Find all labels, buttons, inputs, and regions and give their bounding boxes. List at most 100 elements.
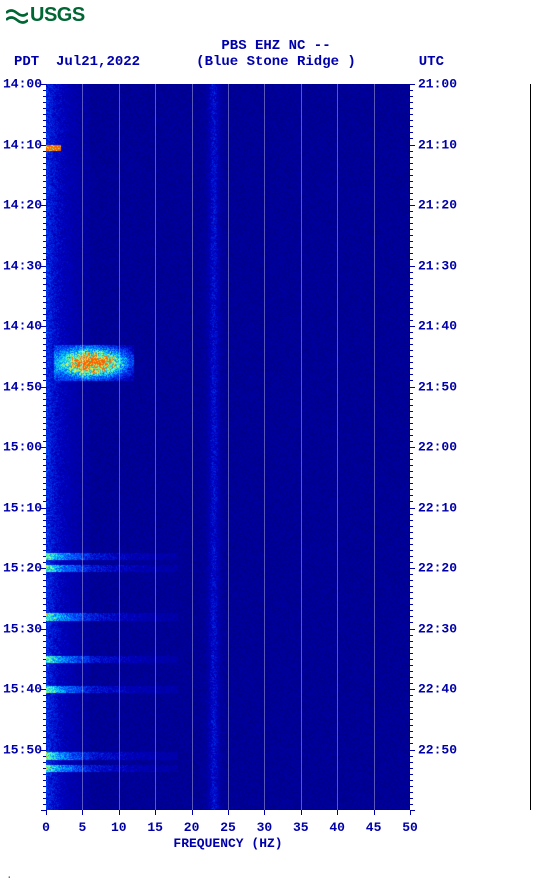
y-axis-left-label: 14:40	[3, 319, 42, 334]
y-tick-left	[43, 374, 46, 375]
y-tick-left	[43, 665, 46, 666]
y-tick-right	[410, 641, 413, 642]
y-tick-right	[410, 731, 413, 732]
y-tick-right	[410, 538, 413, 539]
y-tick-left	[41, 326, 46, 327]
y-tick-right	[410, 701, 413, 702]
y-tick-right	[410, 780, 413, 781]
y-tick-right	[410, 380, 413, 381]
y-tick-right	[410, 562, 413, 563]
y-tick-right	[410, 229, 413, 230]
y-tick-left	[43, 132, 46, 133]
y-tick-right	[410, 477, 413, 478]
y-tick-right	[410, 223, 413, 224]
y-tick-right	[410, 447, 415, 448]
y-tick-right	[410, 792, 413, 793]
y-axis-right-label: 21:40	[418, 319, 457, 334]
y-tick-right	[410, 151, 413, 152]
y-tick-left	[43, 635, 46, 636]
y-tick-left	[43, 229, 46, 230]
y-tick-right	[410, 695, 413, 696]
y-tick-right	[410, 314, 413, 315]
y-tick-left	[43, 217, 46, 218]
y-tick-left	[43, 181, 46, 182]
y-tick-left	[43, 683, 46, 684]
gridline-vertical	[82, 84, 83, 810]
y-tick-left	[43, 641, 46, 642]
x-axis-label: 40	[329, 820, 345, 835]
y-tick-right	[410, 429, 413, 430]
y-axis-left-label: 14:10	[3, 137, 42, 152]
y-tick-right	[410, 574, 413, 575]
y-tick-left	[43, 350, 46, 351]
y-tick-left	[41, 266, 46, 267]
y-axis-right-label: 22:50	[418, 742, 457, 757]
y-tick-left	[41, 629, 46, 630]
y-tick-left	[43, 429, 46, 430]
y-tick-left	[43, 314, 46, 315]
y-tick-right	[410, 126, 413, 127]
y-tick-right	[410, 405, 413, 406]
usgs-wave-icon	[6, 7, 28, 25]
y-tick-left	[43, 647, 46, 648]
y-tick-left	[43, 653, 46, 654]
x-axis-label: 10	[111, 820, 127, 835]
y-tick-left	[43, 774, 46, 775]
y-tick-left	[43, 362, 46, 363]
y-tick-right	[410, 199, 413, 200]
y-tick-right	[410, 157, 413, 158]
y-tick-left	[43, 138, 46, 139]
y-tick-left	[43, 253, 46, 254]
y-axis-left-label: 14:50	[3, 379, 42, 394]
y-tick-right	[410, 175, 413, 176]
y-tick-right	[410, 108, 413, 109]
y-tick-right	[410, 374, 413, 375]
y-tick-right	[410, 423, 413, 424]
y-tick-left	[43, 526, 46, 527]
y-tick-right	[410, 786, 413, 787]
y-tick-left	[43, 102, 46, 103]
y-tick-right	[410, 217, 413, 218]
y-tick-right	[410, 284, 413, 285]
y-axis-left-label: 15:20	[3, 561, 42, 576]
y-tick-right	[410, 320, 413, 321]
y-tick-left	[43, 235, 46, 236]
y-tick-right	[410, 629, 415, 630]
y-tick-left	[43, 616, 46, 617]
y-tick-left	[43, 344, 46, 345]
x-axis-title: FREQUENCY (HZ)	[46, 836, 410, 851]
y-tick-left	[43, 157, 46, 158]
y-tick-right	[410, 278, 413, 279]
y-tick-left	[43, 320, 46, 321]
y-tick-right	[410, 677, 413, 678]
y-tick-left	[43, 459, 46, 460]
y-axis-left-label: 14:30	[3, 258, 42, 273]
y-tick-left	[43, 743, 46, 744]
y-tick-right	[410, 653, 413, 654]
y-tick-right	[410, 514, 413, 515]
y-tick-left	[43, 622, 46, 623]
y-axis-left-label: 15:40	[3, 682, 42, 697]
y-axis-right-label: 22:10	[418, 500, 457, 515]
y-tick-right	[410, 459, 413, 460]
y-tick-left	[43, 798, 46, 799]
gridline-vertical	[301, 84, 302, 810]
y-tick-left	[43, 514, 46, 515]
y-tick-left	[43, 792, 46, 793]
y-tick-right	[410, 743, 413, 744]
y-tick-right	[410, 120, 413, 121]
y-tick-right	[410, 96, 413, 97]
x-tick	[410, 810, 411, 815]
y-axis-left-label: 14:00	[3, 77, 42, 92]
y-tick-right	[410, 756, 413, 757]
y-tick-left	[43, 532, 46, 533]
y-tick-left	[41, 84, 46, 85]
y-tick-right	[410, 435, 413, 436]
y-tick-left	[43, 604, 46, 605]
y-tick-right	[410, 471, 413, 472]
y-tick-left	[43, 120, 46, 121]
y-axis-right-label: 21:00	[418, 77, 457, 92]
y-tick-right	[410, 798, 413, 799]
y-tick-left	[41, 568, 46, 569]
y-tick-right	[410, 259, 413, 260]
